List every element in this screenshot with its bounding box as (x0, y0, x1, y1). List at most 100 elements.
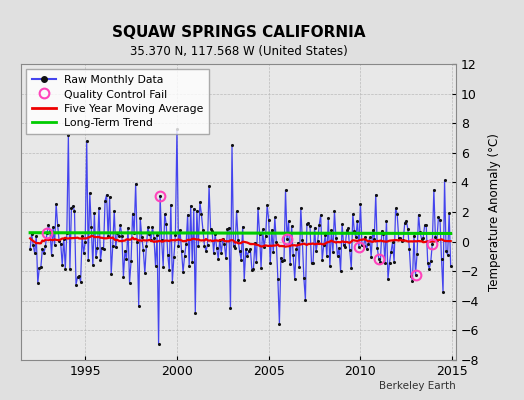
Point (182, 241, 190, 247)
Text: Berkeley Earth: Berkeley Earth (379, 381, 456, 391)
Point (155, 340, 163, 347)
Point (41, 243, 50, 250)
Point (293, 240, 302, 246)
Point (119, 274, 128, 280)
Point (121, 248, 129, 254)
Point (217, 250, 225, 256)
Point (171, 232, 180, 238)
Point (365, 234, 374, 241)
Point (66, 266, 74, 272)
Point (153, 232, 161, 238)
Point (434, 214, 443, 220)
Point (246, 246, 255, 252)
Point (445, 210, 453, 216)
Point (235, 248, 244, 255)
Point (338, 221, 346, 228)
Point (101, 198, 110, 204)
Point (286, 261, 294, 267)
Point (283, 236, 291, 242)
Point (95, 205, 103, 211)
Point (122, 256, 130, 262)
Point (425, 266, 433, 272)
Point (281, 187, 290, 193)
Point (46, 229, 54, 235)
Point (297, 204, 305, 211)
Point (210, 250, 218, 256)
Point (116, 222, 125, 229)
Point (443, 252, 452, 258)
Point (355, 244, 363, 250)
Point (390, 258, 398, 265)
Point (418, 236, 426, 242)
Point (45, 222, 53, 228)
Legend: Raw Monthly Data, Quality Control Fail, Five Year Moving Average, Long-Term Tren: Raw Monthly Data, Quality Control Fail, … (26, 70, 209, 134)
Point (179, 269, 187, 275)
Point (316, 212, 325, 218)
Point (427, 258, 435, 265)
Point (157, 237, 166, 244)
Point (379, 231, 388, 237)
Point (411, 272, 420, 278)
Point (222, 255, 230, 262)
Point (240, 277, 248, 283)
Point (340, 242, 348, 248)
Point (440, 177, 449, 183)
Point (92, 254, 100, 261)
Point (43, 230, 51, 236)
Point (128, 210, 137, 217)
Point (410, 232, 418, 239)
Point (105, 194, 114, 200)
Point (75, 273, 83, 279)
Point (69, 203, 77, 209)
Point (416, 229, 424, 236)
Text: SQUAW SPRINGS CALIFORNIA: SQUAW SPRINGS CALIFORNIA (112, 25, 365, 40)
Point (104, 233, 112, 240)
Point (63, 230, 71, 236)
Point (34, 280, 42, 286)
Point (395, 234, 403, 241)
Point (162, 221, 170, 227)
Point (177, 248, 185, 254)
Point (108, 243, 117, 249)
Text: 35.370 N, 117.568 W (United States): 35.370 N, 117.568 W (United States) (129, 45, 347, 58)
Point (438, 256, 446, 262)
Point (138, 234, 146, 240)
Point (195, 199, 204, 205)
Point (309, 260, 317, 266)
Point (260, 244, 268, 250)
Point (163, 252, 172, 258)
Y-axis label: Temperature Anomaly (°C): Temperature Anomaly (°C) (487, 133, 500, 291)
Point (159, 263, 167, 270)
Point (329, 248, 337, 255)
Point (200, 243, 209, 249)
Point (78, 233, 86, 240)
Point (243, 253, 252, 259)
Point (174, 243, 183, 249)
Point (57, 240, 65, 247)
Point (112, 244, 120, 251)
Point (321, 232, 330, 238)
Point (327, 227, 335, 234)
Point (326, 263, 334, 269)
Point (344, 225, 353, 232)
Point (211, 231, 220, 237)
Point (343, 227, 351, 234)
Point (26, 246, 35, 252)
Point (202, 248, 210, 254)
Point (393, 211, 401, 217)
Point (370, 236, 378, 242)
Point (199, 227, 207, 233)
Point (110, 208, 118, 214)
Point (361, 234, 369, 240)
Point (215, 236, 224, 243)
Point (363, 246, 371, 252)
Point (70, 208, 79, 214)
Point (373, 245, 381, 251)
Point (118, 232, 126, 239)
Point (73, 274, 82, 280)
Point (248, 266, 256, 273)
Point (333, 253, 342, 260)
Point (107, 271, 115, 277)
Point (313, 238, 322, 245)
Point (280, 257, 288, 264)
